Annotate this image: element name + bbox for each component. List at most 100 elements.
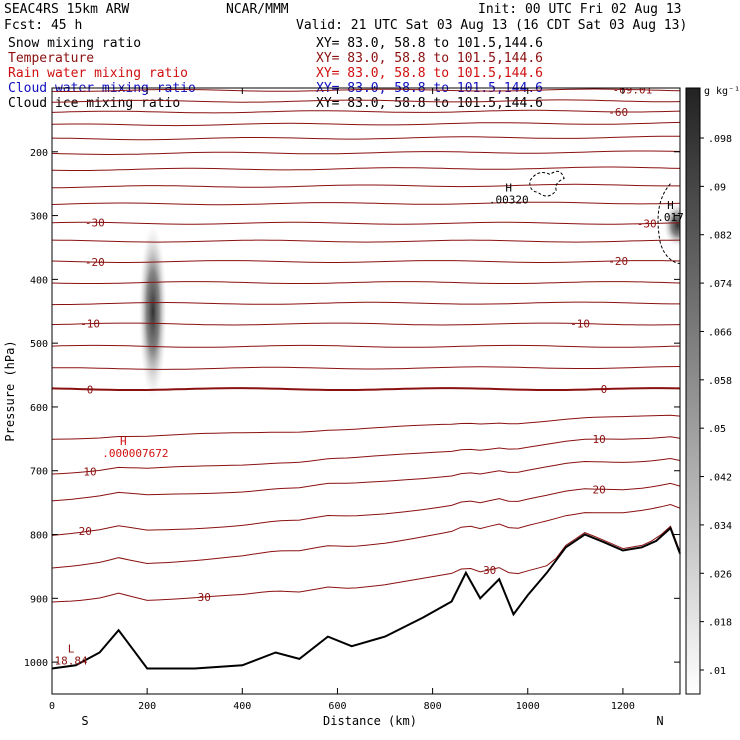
x-tick-label: 1200 bbox=[611, 701, 635, 712]
plot-area: -72.03 -69.01-60-30 -30-20 -20-10 -100 010102… bbox=[51, 84, 684, 695]
extremum-value: .00320 bbox=[489, 193, 529, 206]
colorbar-ramp bbox=[685, 87, 701, 695]
isotherm-line bbox=[52, 201, 680, 206]
x-tick-label: 0 bbox=[49, 701, 55, 712]
isotherm-line bbox=[52, 387, 680, 391]
colorbar-tick-label: .01 bbox=[708, 666, 726, 677]
cloud-contours bbox=[529, 170, 680, 265]
field-range: XY= 83.0, 58.8 to 101.5,144.6 bbox=[316, 36, 543, 51]
header: SEAC4RS 15km ARW NCAR/MMM Init: 00 UTC F… bbox=[4, 2, 687, 33]
x-tick-label: 800 bbox=[424, 701, 442, 712]
isotherm-line bbox=[52, 525, 680, 603]
isotherm-line bbox=[52, 109, 680, 114]
isotherm-label: 10 bbox=[592, 433, 605, 446]
extremum-value: .000007672 bbox=[102, 447, 168, 460]
isotherm-line bbox=[52, 221, 680, 225]
y-tick-label: 800 bbox=[30, 531, 48, 542]
isotherm-label: -20 bbox=[85, 256, 105, 269]
isotherm-line bbox=[52, 239, 680, 243]
x-tick-label: 600 bbox=[328, 701, 346, 712]
y-axis-label: Pressure (hPa) bbox=[3, 340, 17, 441]
isotherm-line bbox=[52, 135, 680, 141]
colorbar-ticks: .01 .018 .026 .034 .042 .05 .058 .066 .074 .082 .0… bbox=[700, 134, 732, 677]
colorbar-tick-label: .018 bbox=[708, 618, 732, 629]
field-name: Snow mixing ratio bbox=[8, 36, 141, 51]
isotherm-line bbox=[52, 366, 680, 370]
y-tick-label: 500 bbox=[30, 339, 48, 350]
isotherm-label: 0 bbox=[601, 383, 608, 396]
colorbar-tick-label: .042 bbox=[708, 473, 732, 484]
y-tick-label: 900 bbox=[30, 594, 48, 605]
terrain-line bbox=[51, 526, 681, 670]
cloud-ice-contour bbox=[657, 183, 680, 265]
extremum-value: 18.84 bbox=[54, 655, 87, 668]
isotherm-label: 30 bbox=[198, 591, 211, 604]
snow-shading bbox=[138, 203, 680, 400]
init-time: Init: 00 UTC Fri 02 Aug 13 bbox=[478, 2, 682, 17]
isotherm-label: -30 bbox=[85, 216, 105, 229]
isotherm-line bbox=[52, 260, 680, 263]
model-title: SEAC4RS 15km ARW bbox=[4, 2, 129, 17]
isotherm-label: 10 bbox=[83, 465, 96, 478]
x-axis-label: Distance (km) bbox=[323, 714, 417, 728]
isotherm-line bbox=[52, 503, 680, 569]
isotherm-label: 30 bbox=[483, 564, 496, 577]
isotherm-line bbox=[52, 457, 680, 502]
colorbar-tick-label: .082 bbox=[708, 231, 732, 242]
field-range: XY= 83.0, 58.8 to 101.5,144.6 bbox=[316, 51, 543, 66]
colorbar-tick-label: .05 bbox=[708, 424, 726, 435]
extremum-marker: L bbox=[68, 643, 75, 656]
field-range: XY= 83.0, 58.8 to 101.5,144.6 bbox=[316, 96, 543, 111]
cloud-ice-contour bbox=[529, 170, 565, 197]
isotherm-line bbox=[52, 322, 680, 326]
forecast-hour: Fcst: 45 h bbox=[4, 18, 82, 33]
y-tick-label: 700 bbox=[30, 467, 48, 478]
north-label: N bbox=[656, 714, 663, 728]
isotherm-line bbox=[52, 482, 680, 536]
isotherm-label: -60 bbox=[608, 106, 628, 119]
isotherm-label: -69.01 bbox=[613, 84, 653, 97]
isotherm-line bbox=[52, 150, 680, 156]
isotherm-line bbox=[52, 414, 680, 440]
isotherm-label: 20 bbox=[592, 483, 605, 496]
extremum-marker: H bbox=[667, 199, 674, 212]
y-tick-label: 200 bbox=[30, 148, 48, 159]
snow-shade bbox=[663, 203, 680, 248]
y-tick-label: 600 bbox=[30, 403, 48, 414]
isotherm-label: 0 bbox=[87, 383, 94, 396]
field-range: XY= 83.0, 58.8 to 101.5,144.6 bbox=[316, 66, 543, 81]
isotherm-label: -10 bbox=[80, 318, 100, 331]
extremum-value: .017 bbox=[657, 211, 684, 224]
isotherm-label: -10 bbox=[570, 318, 590, 331]
colorbar-tick-label: .066 bbox=[708, 327, 732, 338]
isotherm-line bbox=[52, 183, 680, 189]
isotherm-line bbox=[52, 344, 680, 348]
isotherm-line bbox=[52, 166, 680, 171]
extremum-marker: H bbox=[505, 181, 512, 194]
isotherm-label: -30 bbox=[637, 217, 657, 230]
isotherm-line bbox=[52, 436, 680, 475]
field-name: Temperature bbox=[8, 51, 94, 66]
south-label: S bbox=[81, 714, 88, 728]
y-tick-label: 300 bbox=[30, 212, 48, 223]
plot-frame bbox=[51, 87, 681, 695]
field-name: Cloud ice mixing ratio bbox=[8, 96, 180, 111]
colorbar-tick-label: .098 bbox=[708, 134, 732, 145]
extremum-marker: H bbox=[120, 435, 127, 448]
colorbar: g kg⁻¹ .01 .018 .026 .034 .042 .05 .058 .066 .07… bbox=[685, 86, 740, 695]
isotherm-line bbox=[52, 281, 680, 284]
x-axis: 0 200 400 600 800 1000 1200 bbox=[49, 88, 635, 712]
colorbar-tick-label: .074 bbox=[708, 279, 732, 290]
isotherm-line bbox=[52, 301, 680, 306]
colorbar-tick-label: .058 bbox=[708, 376, 732, 387]
y-tick-label: 400 bbox=[30, 275, 48, 286]
x-tick-label: 1000 bbox=[516, 701, 540, 712]
isotherm-line bbox=[52, 88, 680, 92]
y-tick-label: 1000 bbox=[24, 658, 48, 669]
snow-shade bbox=[138, 223, 167, 400]
isotherm-label: -20 bbox=[608, 255, 628, 268]
isotherm-line bbox=[52, 121, 680, 127]
